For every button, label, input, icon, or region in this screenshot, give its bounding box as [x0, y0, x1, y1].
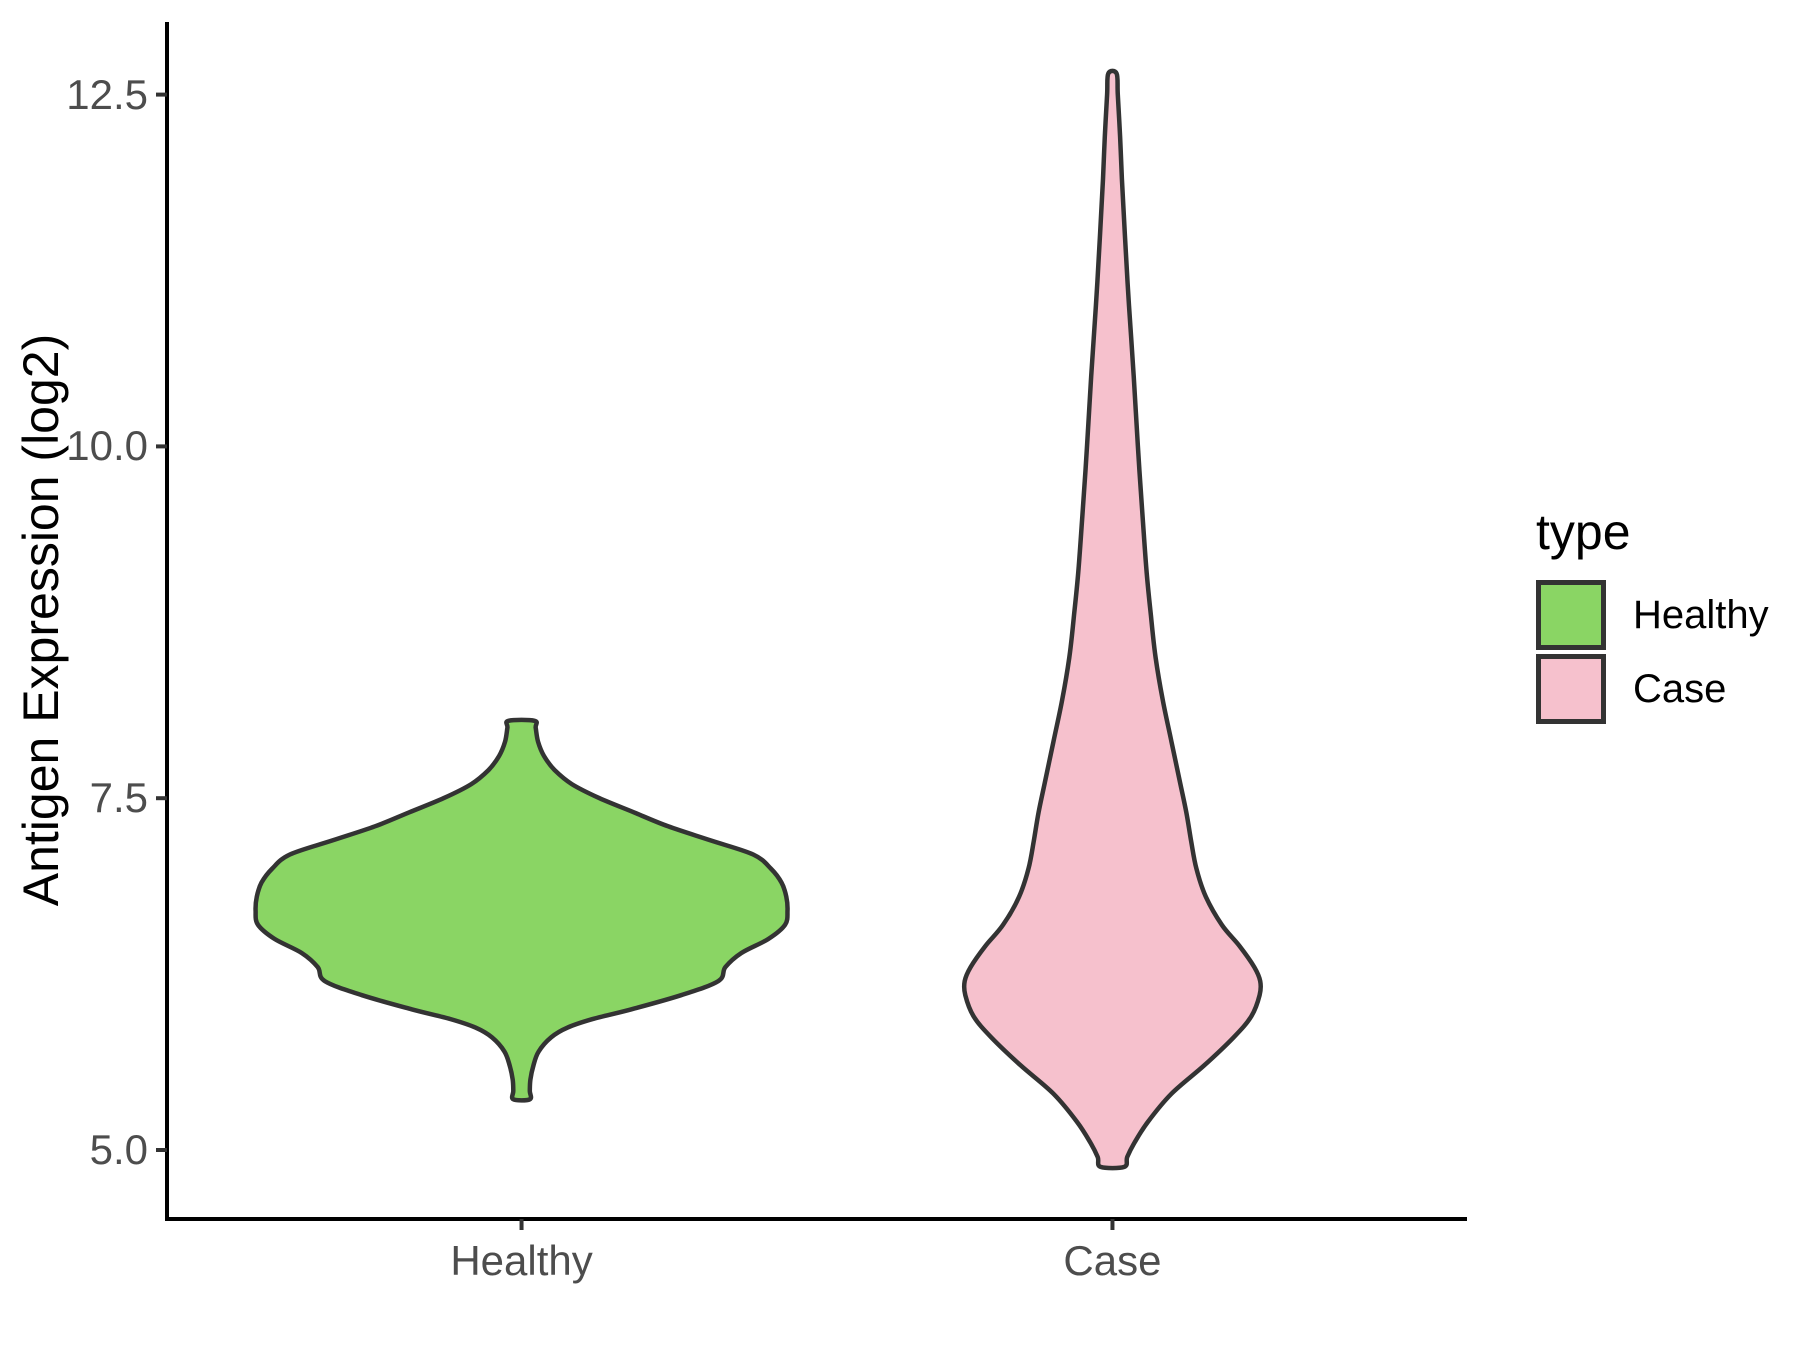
x-tick-label-case: Case	[1063, 1237, 1162, 1284]
legend-label-healthy: Healthy	[1633, 592, 1769, 637]
x-tick-label-healthy: Healthy	[450, 1237, 593, 1284]
legend-item-case: Case	[1536, 654, 1769, 724]
legend-items: Healthy Case	[1536, 580, 1769, 724]
violin-healthy	[253, 717, 790, 1103]
legend-label-case: Case	[1633, 666, 1727, 711]
legend-title: type	[1536, 504, 1631, 560]
y-tick-label-5.0: 5.0	[89, 1126, 148, 1173]
legend-swatch-healthy	[1536, 580, 1606, 650]
y-tick-label-7.5: 7.5	[89, 774, 148, 822]
legend-swatch-case	[1536, 654, 1606, 724]
y-tick-label-12.5: 12.5	[66, 70, 148, 118]
y-tick-label-10.0: 10.0	[66, 422, 148, 470]
legend-item-healthy: Healthy	[1536, 580, 1769, 650]
legend: type Healthy Case	[1536, 505, 1769, 728]
violin-case	[961, 68, 1264, 1171]
